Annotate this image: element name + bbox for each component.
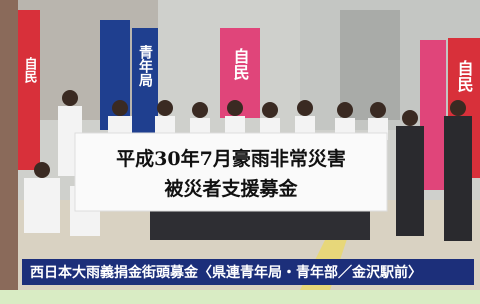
- flag-text: 自民: [22, 56, 38, 84]
- banner-line: 被災者支援募金: [164, 177, 298, 200]
- bottom-strip: [0, 290, 480, 304]
- flag: [18, 10, 40, 170]
- flag-text: 自民: [231, 47, 250, 81]
- caption: 西日本大雨義捐金街頭募金〈県連青年局・青年部／金沢駅前〉: [30, 264, 422, 281]
- screenshot: 自民 青年局 自民 自民 平成30年7月豪雨非常災害 被災者支援募金 西日本大雨…: [0, 0, 480, 304]
- left-photo-edge: [0, 0, 18, 290]
- flag-text: 青年局: [137, 44, 153, 88]
- banner-line: 平成30年7月豪雨非常災害: [116, 147, 346, 170]
- flag-text: 自民: [455, 59, 474, 93]
